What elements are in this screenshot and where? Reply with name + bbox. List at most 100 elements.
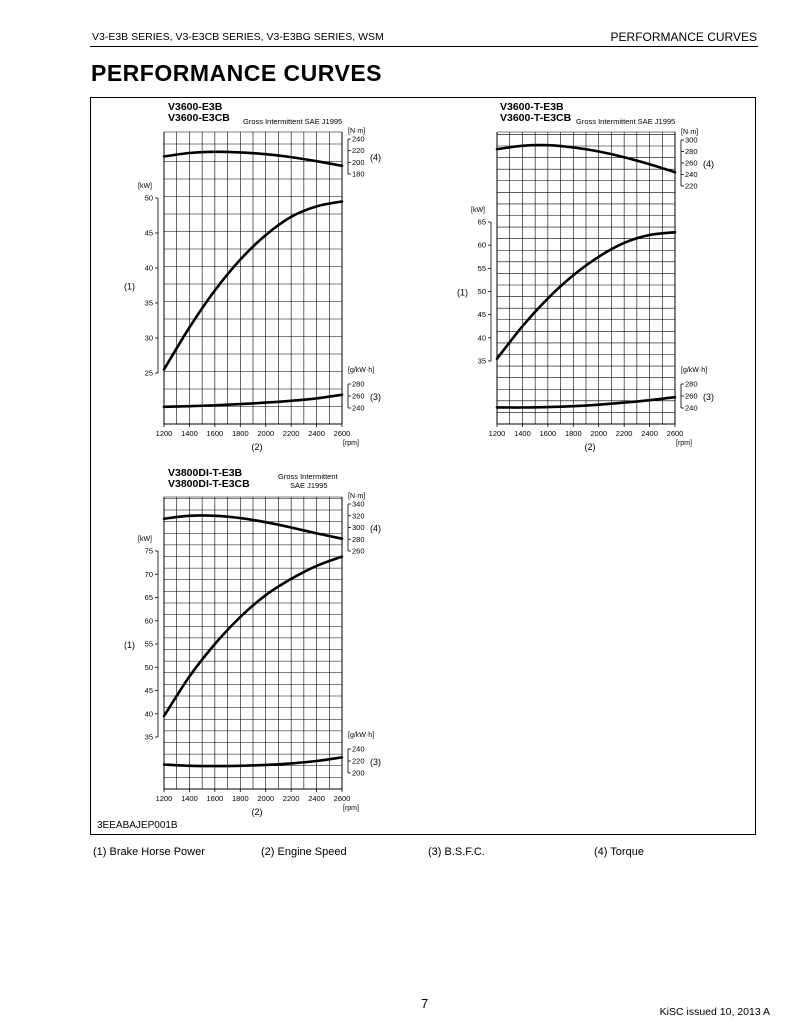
chart1-x-tick-label: 1600 <box>207 429 224 438</box>
chart1-bsfc-tick-label: 280 <box>352 380 365 389</box>
chart1-power-tick-label: 40 <box>145 264 153 273</box>
chart2-power-tick-label: 35 <box>478 357 486 366</box>
chart3-power-tick-label: 75 <box>145 547 153 556</box>
chart2-x-tick-label: 2000 <box>590 429 607 438</box>
chart1-torque-tick-label: 180 <box>352 170 365 179</box>
chart1-x-tick-label: 2600 <box>334 429 351 438</box>
header-rule <box>90 46 758 47</box>
chart2-x-tick-label: 1200 <box>489 429 506 438</box>
chart1-model-line2: V3600-E3CB <box>168 112 230 124</box>
chart2-bsfc-curve <box>495 395 677 409</box>
chart2-torque-unit: [N·m] <box>681 129 698 136</box>
chart2-power-tick-label: 60 <box>478 241 486 250</box>
chart2-power-id: (1) <box>457 288 468 298</box>
chart1-torque-curve <box>162 150 344 168</box>
chart2-torque-tick-label: 300 <box>685 136 698 145</box>
chart2-x-id: (2) <box>585 442 596 452</box>
chart1-power-tick-label: 45 <box>145 229 153 238</box>
chart2-x-tick-label: 2200 <box>616 429 633 438</box>
chart2-torque-id: (4) <box>703 159 714 169</box>
chart1-torque-unit: [N·m] <box>348 128 365 135</box>
chart1-x-tick-label: 1200 <box>156 429 173 438</box>
chart3-power-tick-label: 70 <box>145 570 153 579</box>
chart3-power-tick-label: 55 <box>145 640 153 649</box>
chart3-power-id: (1) <box>124 640 135 650</box>
chart3-torque-unit: [N·m] <box>348 493 365 500</box>
chart3-torque-tick-label: 320 <box>352 511 365 520</box>
figure-frame <box>90 97 756 835</box>
chart2-bsfc-unit: [g/kW·h] <box>681 367 707 374</box>
chart3-power-tick-label: 65 <box>145 593 153 602</box>
chart1-x-unit: [rpm] <box>343 440 359 447</box>
chart1-x-tick-label: 2200 <box>283 429 300 438</box>
chart3-bsfc-tick-label: 200 <box>352 769 365 778</box>
chart3-x-tick-label: 2600 <box>334 794 351 803</box>
chart1-torque-id: (4) <box>370 153 381 163</box>
chart3-bsfc-curve <box>162 756 344 768</box>
chart3-power-tick-label: 50 <box>145 663 153 672</box>
chart2-bsfc-tick-label: 260 <box>685 392 698 401</box>
chart1-bsfc-unit: [g/kW·h] <box>348 367 374 374</box>
chart1-x-tick-label: 1800 <box>232 429 249 438</box>
chart1-power-unit: [kW] <box>138 183 152 190</box>
chart1-x-tick-label: 1400 <box>181 429 198 438</box>
chart3-x-tick-label: 1800 <box>232 794 249 803</box>
chart3-bsfc-id: (3) <box>370 757 381 767</box>
page-number: 7 <box>421 996 429 1011</box>
chart3-model-line1: V3800DI-T-E3B <box>168 467 243 479</box>
chart2-torque-curve <box>495 143 677 174</box>
legend-brake-horse-power: (1) Brake Horse Power <box>93 846 205 858</box>
chart3-power-tick-label: 45 <box>145 686 153 695</box>
chart2-rating-line1: Gross Intermittent SAE J1995 <box>576 117 675 126</box>
chart3-bsfc-tick-label: 240 <box>352 745 365 754</box>
chart2-torque-tick-label: 220 <box>685 182 698 191</box>
chart2-power-unit: [kW] <box>471 207 485 214</box>
chart1-torque-tick-label: 240 <box>352 135 365 144</box>
chart2-x-tick-label: 1800 <box>565 429 582 438</box>
chart2-x-tick-label: 1400 <box>514 429 531 438</box>
chart2-power-tick-label: 55 <box>478 264 486 273</box>
chart1-power-tick-label: 50 <box>145 194 153 203</box>
chart3-torque-curve <box>162 514 344 540</box>
chart1-torque-tick-label: 220 <box>352 146 365 155</box>
chart2-bsfc-tick-label: 280 <box>685 380 698 389</box>
chart1-power-tick-label: 35 <box>145 299 153 308</box>
chart3-power-unit: [kW] <box>138 536 152 543</box>
chart3-torque-tick-label: 280 <box>352 535 365 544</box>
chart2-x-tick-label: 1600 <box>540 429 557 438</box>
chart2-power-tick-label: 65 <box>478 218 486 227</box>
chart2-torque-tick-label: 260 <box>685 159 698 168</box>
chart3-x-tick-label: 2200 <box>283 794 300 803</box>
chart3-rating-line2: SAE J1995 <box>290 481 328 490</box>
chart1-power-tick-label: 25 <box>145 369 153 378</box>
chart1-model-line1: V3600-E3B <box>168 101 223 113</box>
legend-bsfc: (3) B.S.F.C. <box>428 846 485 858</box>
chart1-x-tick-label: 2400 <box>308 429 325 438</box>
chart3-torque-tick-label: 300 <box>352 523 365 532</box>
chart2-bsfc-id: (3) <box>703 392 714 402</box>
chart1-bsfc-id: (3) <box>370 392 381 402</box>
chart3-x-tick-label: 2000 <box>257 794 274 803</box>
chart2-model-line1: V3600-T-E3B <box>500 101 564 113</box>
chart2-power-curve <box>495 230 677 360</box>
issued-note: KiSC issued 10, 2013 A <box>659 1006 770 1018</box>
chart2-x-unit: [rpm] <box>676 440 692 447</box>
chart2-bsfc-tick-label: 240 <box>685 404 698 413</box>
chart1-torque-tick-label: 200 <box>352 158 365 167</box>
legend-torque: (4) Torque <box>594 846 644 858</box>
chart3-torque-tick-label: 340 <box>352 500 365 509</box>
chart3-x-tick-label: 2400 <box>308 794 325 803</box>
chart1-power-id: (1) <box>124 282 135 292</box>
chart3-x-tick-label: 1400 <box>181 794 198 803</box>
chart3-bsfc-tick-label: 220 <box>352 757 365 766</box>
chart3-power-tick-label: 60 <box>145 616 153 625</box>
figure-code: 3EEABAJEP001B <box>97 820 178 831</box>
chart2-power-tick-label: 45 <box>478 310 486 319</box>
chart3-x-tick-label: 1600 <box>207 794 224 803</box>
chart3-power-tick-label: 35 <box>145 733 153 742</box>
chart1-bsfc-curve <box>162 393 344 409</box>
chart1-x-id: (2) <box>252 442 263 452</box>
chart3-x-id: (2) <box>252 807 263 817</box>
chart2-torque-tick-label: 280 <box>685 147 698 156</box>
